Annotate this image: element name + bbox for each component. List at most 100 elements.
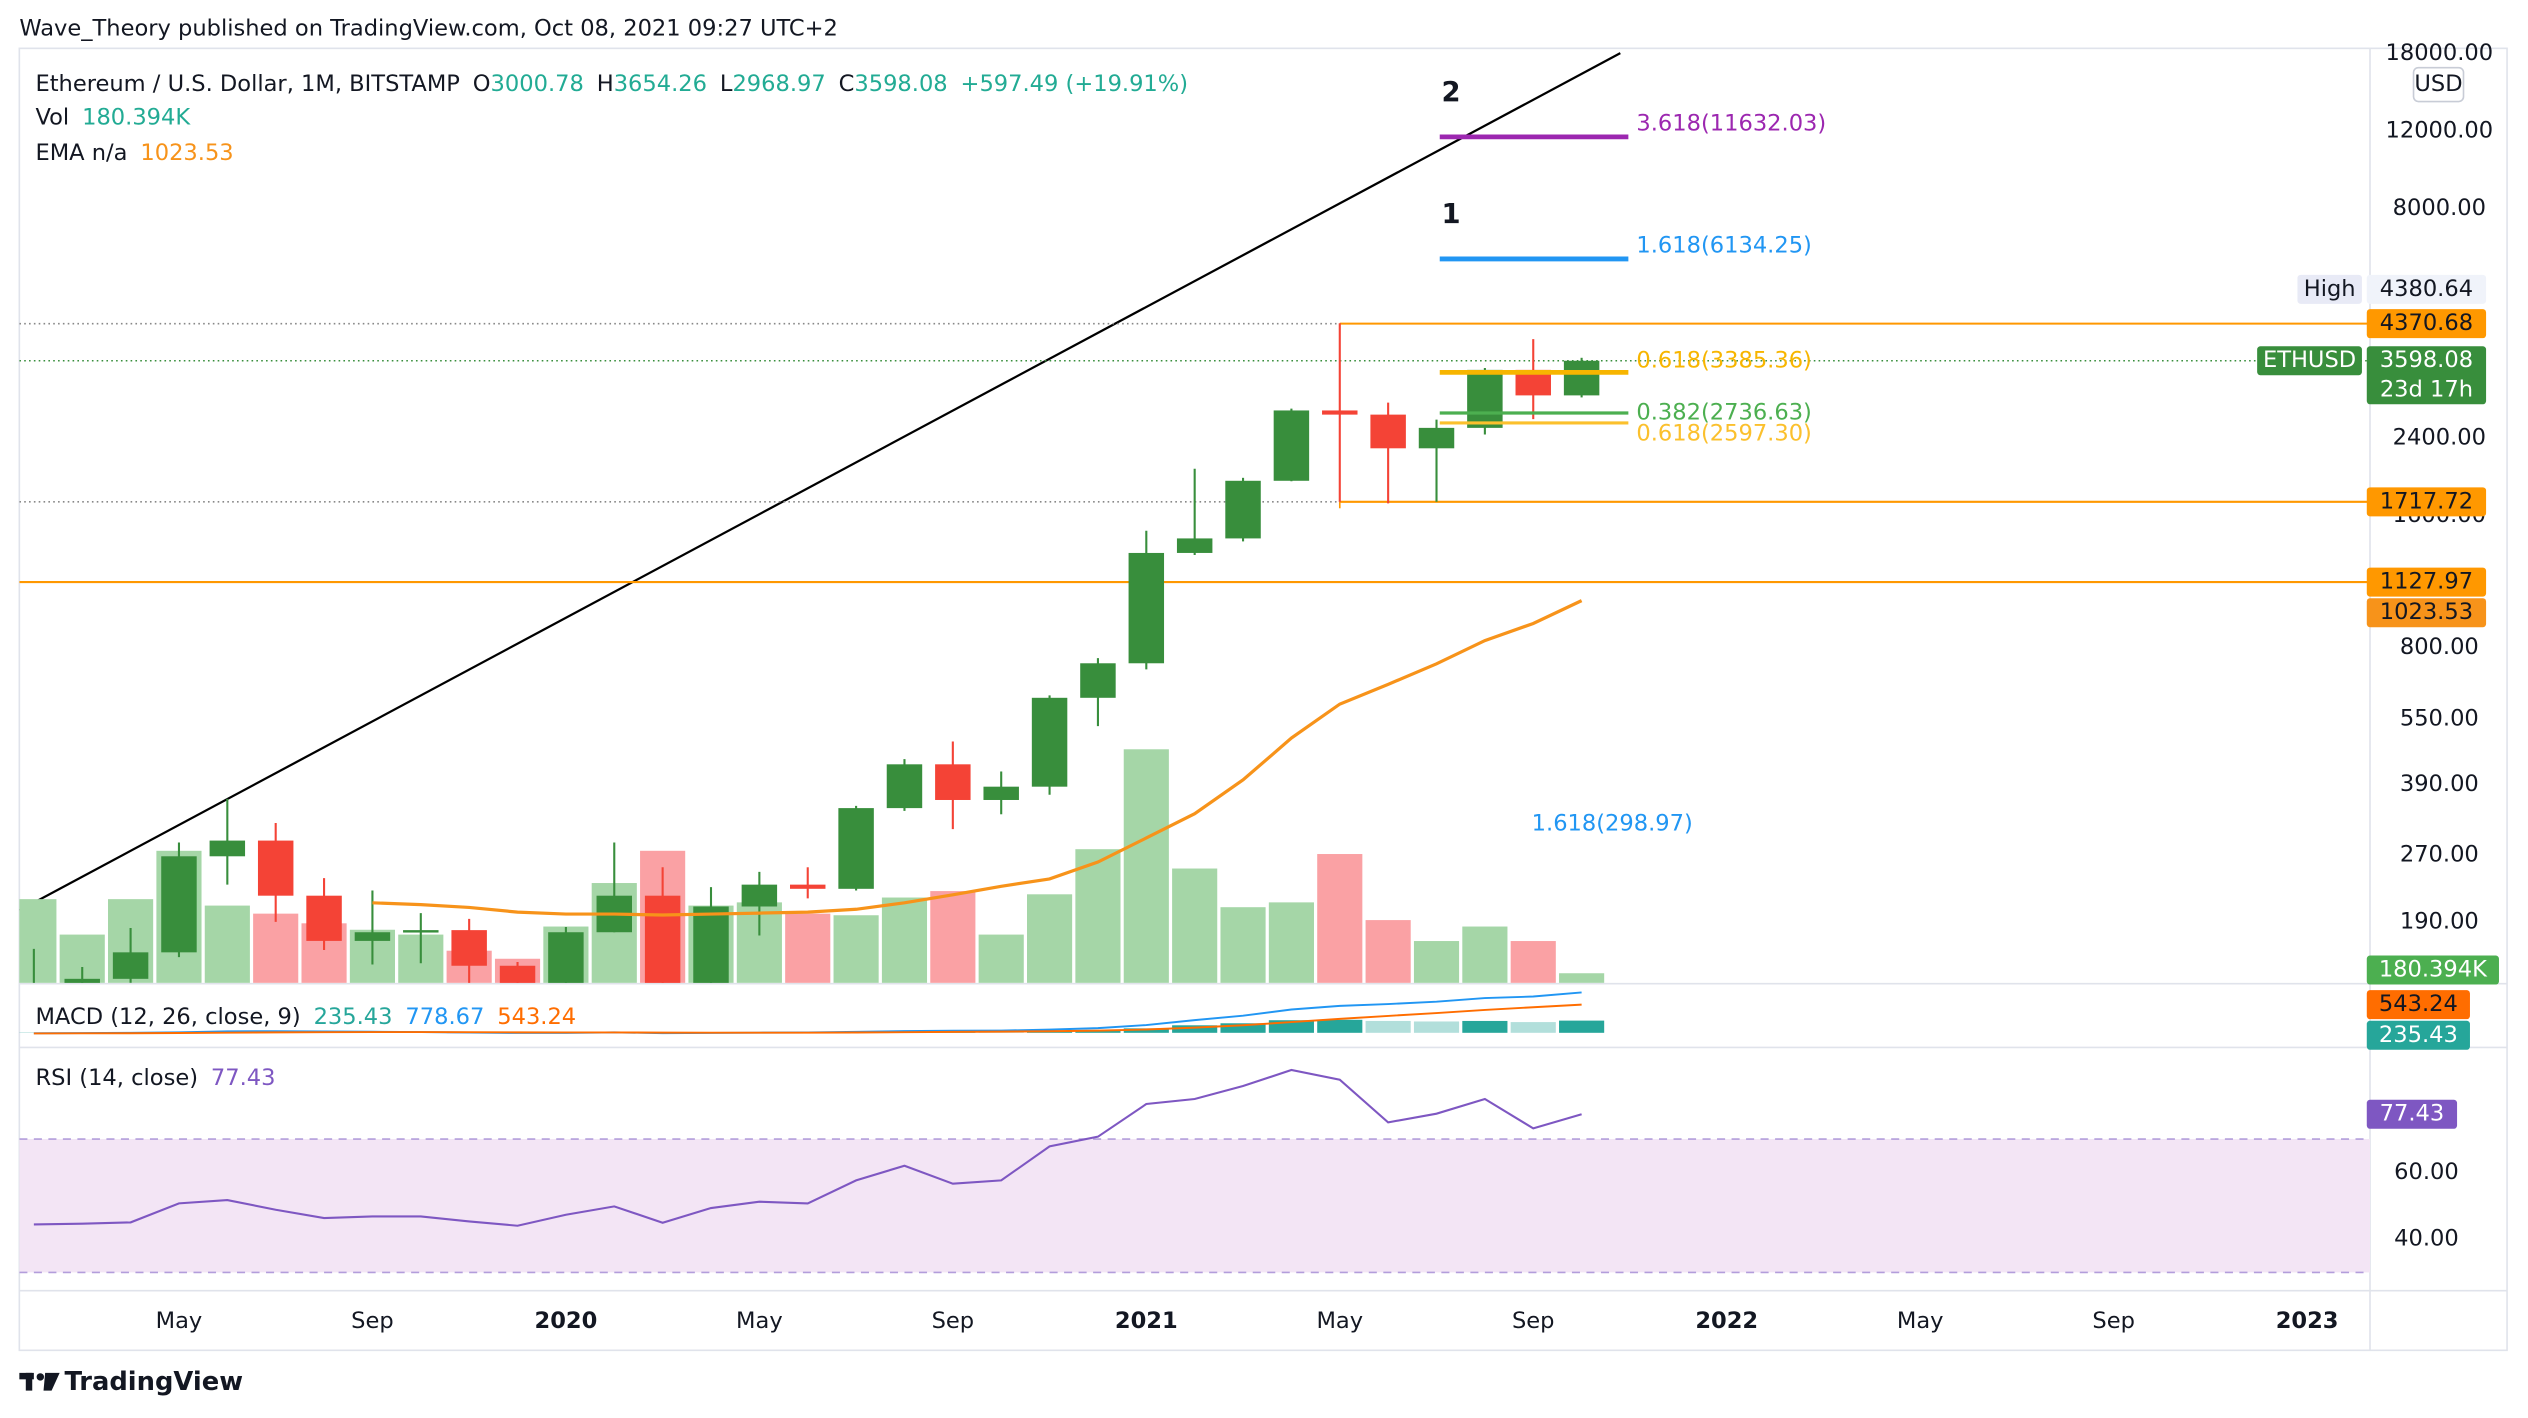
legend-key: L [720,70,733,96]
countdown-label: 23d 17h [2380,376,2473,402]
legend-name: Vol [35,104,69,130]
currency: USD [2414,71,2462,97]
x-tick-label: May [1897,1308,1944,1334]
candle-body [1563,360,1600,396]
legend-name: RSI (14, close) [35,1065,198,1091]
signal-line [33,1003,1582,1035]
ema-price-label: 1023.53 [2380,599,2473,625]
volume-bar [1413,941,1460,983]
candle-body [1176,538,1213,553]
legend-value: 2968.97 [732,70,825,96]
fib-label: 3.618(11632.03) [1636,110,1826,136]
volume-bar [1510,941,1556,983]
volume-bar [253,913,299,983]
level-price-label: 1717.72 [2380,488,2473,514]
logo-part [25,1372,33,1391]
logo-part [43,1372,60,1391]
volume-bar [1220,907,1266,983]
fib-label: 1.618(298.97) [1532,811,1693,837]
trend-line [19,52,1621,912]
rsi-price-label: 77.43 [2380,1101,2445,1127]
legend-key: H [597,70,614,96]
last-price-label: 3598.08 [2380,347,2473,373]
volume-bar [1027,894,1073,983]
legend-value: 180.394K [82,104,191,130]
legend-value: 77.43 [211,1065,276,1091]
volume-bar [930,891,976,983]
volume-bar [1268,902,1314,983]
x-tick-label: May [736,1308,783,1334]
legend-key: O [473,70,491,96]
candle-body [741,884,778,907]
y-tick-label: 8000.00 [2393,195,2486,221]
y-tick-label: 18000.00 [2386,40,2494,66]
macd-histogram-bar [1123,1028,1169,1033]
volume-bar [1559,973,1605,983]
high-value-box [2366,274,2487,304]
legend-title: Ethereum / U.S. Dollar, 1M, BITSTAMP [35,70,459,96]
volume-bar [1365,920,1411,983]
level-price-label: 1127.97 [2380,569,2473,595]
high-value: 4380.64 [2380,276,2473,302]
y-tick-label: 12000.00 [2386,117,2494,143]
rsi-band [19,1139,2370,1273]
y-tick-label: 2400.00 [2393,425,2486,451]
candle-body [209,840,246,857]
volume-bar [1075,849,1121,983]
candle-body [548,932,584,983]
ema-price-label-box [2366,598,2487,628]
legend-name: EMA n/a [35,140,127,166]
candle-body [499,965,536,983]
x-tick-label: 2020 [535,1308,598,1334]
legend: RSI (14, close) 77.43 [35,1065,275,1091]
x-tick-label: 2022 [1695,1308,1758,1334]
y-tick-label: 800.00 [2400,634,2479,660]
candle-body [693,906,729,983]
candle-body [306,895,342,941]
volume-bar [785,913,831,983]
legend-value: 543.24 [497,1003,576,1029]
macd-histogram-bar [1220,1023,1266,1033]
header: Wave_Theory published on TradingView.com… [19,16,838,42]
volume-bar [204,905,250,983]
legend-value: 778.67 [405,1003,484,1029]
level-price-label-box [2366,309,2487,339]
candle-body [1273,410,1310,481]
rsi-line [33,1068,1582,1227]
volume-price-label: 180.394K [2379,957,2488,983]
footer-brand: TradingView [64,1367,243,1397]
price-pane [19,134,2370,983]
candle-body [838,808,874,889]
legend-value: 235.43 [314,1003,393,1029]
x-tick-label: Sep [351,1308,394,1334]
macd-histogram-bar [1510,1022,1556,1033]
volume-bar [978,934,1024,983]
candle-body [1370,414,1406,449]
candle-body [451,930,487,966]
legend-value: 1023.53 [140,140,233,166]
macd-histogram-bar [1413,1021,1460,1033]
legend: Vol 180.394K [35,104,191,130]
candle-body [935,764,971,800]
high-title-box [2297,274,2362,304]
x-tick-label: Sep [932,1308,975,1334]
legend-change: +597.49 (+19.91%) [961,70,1188,96]
legend-name: MACD (12, 26, close, 9) [35,1003,300,1029]
candle-body [790,884,826,889]
symbol-box [2257,346,2362,376]
macd-pane [19,991,1605,1035]
legend: EMA n/a 1023.53 [35,140,233,166]
candle-body [354,932,391,941]
volume-price-label-box [2366,955,2499,985]
level-price-label: 4370.68 [2380,310,2473,336]
rsi-tick-label: 60.00 [2394,1159,2459,1185]
level-price-label-box [2366,567,2487,597]
macd-histogram-bar [1365,1020,1411,1033]
volume-bar [1317,854,1363,983]
signal-price-label-box [2366,990,2470,1020]
macd-histogram-bar [1317,1019,1363,1033]
wave-label: 1 [1441,199,1460,230]
volume-bar [19,899,57,983]
